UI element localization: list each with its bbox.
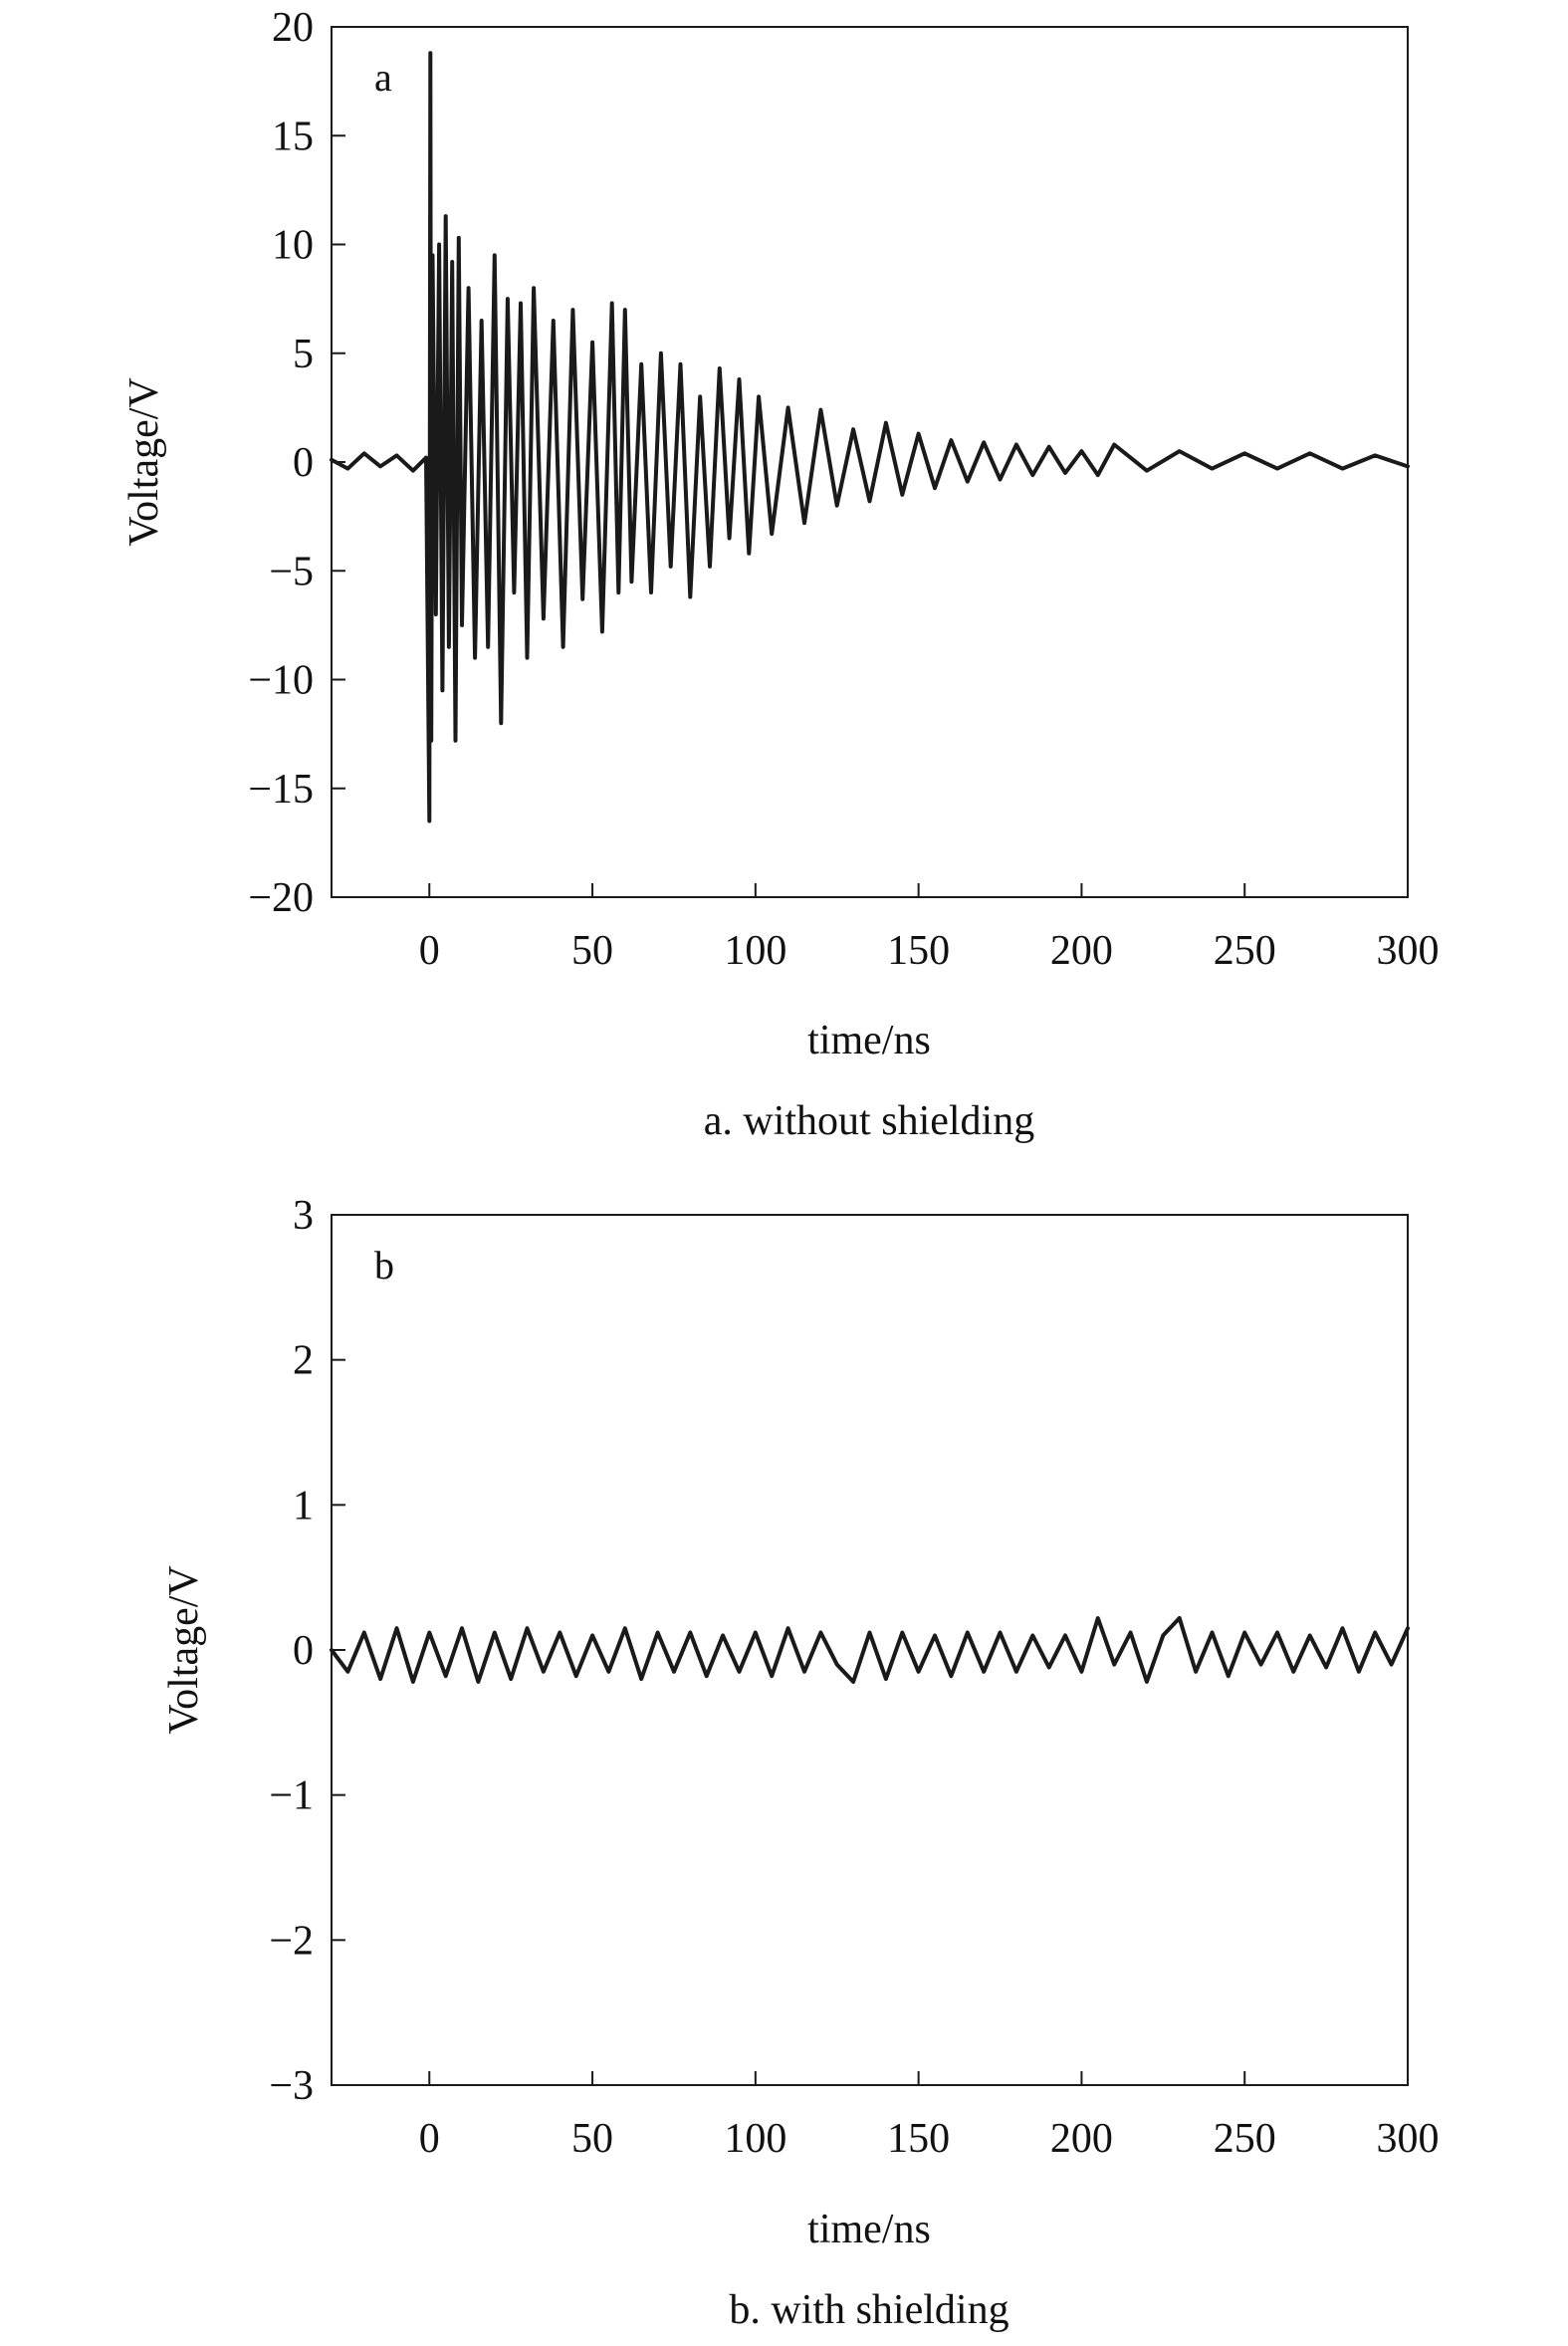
x-axis-label-a: time/ns [807,1018,931,1063]
y-tick-label: 0 [293,1628,314,1674]
signal-trace-b [330,1616,1410,1684]
y-tick-label: 0 [293,440,314,486]
x-tick-label: 150 [887,2116,950,2162]
series-line-b [330,1616,1410,1684]
y-ticks-a: 20 15 10 5 0 −5 −10 −15 −20 [248,5,345,921]
x-ticks-b: 0 50 100 150 200 250 300 [419,2071,1440,2162]
y-tick-label: −2 [269,1918,314,1964]
x-tick-label: 300 [1377,2116,1440,2162]
x-tick-label: 150 [887,928,950,974]
x-tick-label: 0 [419,928,440,974]
y-tick-label: 5 [293,332,314,377]
x-ticks-a: 0 50 100 150 200 250 300 [419,883,1440,974]
y-tick-label: −3 [269,2063,314,2109]
x-tick-label: 300 [1377,928,1440,974]
y-tick-label: −10 [248,658,314,704]
x-tick-label: 100 [724,2116,786,2162]
caption-b: b. with shielding [729,2287,1008,2333]
panel-label-a: a [374,55,392,100]
y-tick-label: 3 [293,1193,314,1239]
y-tick-label: 20 [272,5,314,51]
plot-frame-b [331,1214,1409,2086]
x-tick-label: 250 [1214,2116,1276,2162]
x-axis-label-b: time/ns [807,2207,931,2252]
x-tick-label: 100 [724,928,786,974]
signal-trace-a [330,51,1410,823]
y-tick-label: −1 [269,1773,314,1819]
y-tick-label: 1 [293,1483,314,1528]
y-axis-label-a: Voltage/V [121,377,167,547]
series-line-a [330,51,1410,823]
y-ticks-b: 3 2 1 0 −1 −2 −3 [269,1193,345,2109]
y-tick-label: −15 [248,767,314,813]
y-tick-label: 15 [272,114,314,159]
x-tick-label: 50 [571,928,613,974]
x-tick-label: 50 [571,2116,613,2162]
y-tick-label: −20 [248,875,314,921]
y-tick-label: 10 [272,223,314,269]
panel-label-b: b [374,1243,394,1288]
x-tick-label: 0 [419,2116,440,2162]
x-tick-label: 250 [1214,928,1276,974]
x-tick-label: 200 [1050,928,1113,974]
chart-panel-b: 3 2 1 0 −1 −2 −3 0 50 100 150 200 250 300 b Voltage/… [161,1193,1440,2333]
y-tick-label: 2 [293,1338,314,1384]
x-tick-label: 200 [1050,2116,1113,2162]
y-tick-label: −5 [269,549,314,594]
y-axis-label-b: Voltage/V [161,1565,207,1735]
caption-a: a. without shielding [704,1098,1034,1144]
